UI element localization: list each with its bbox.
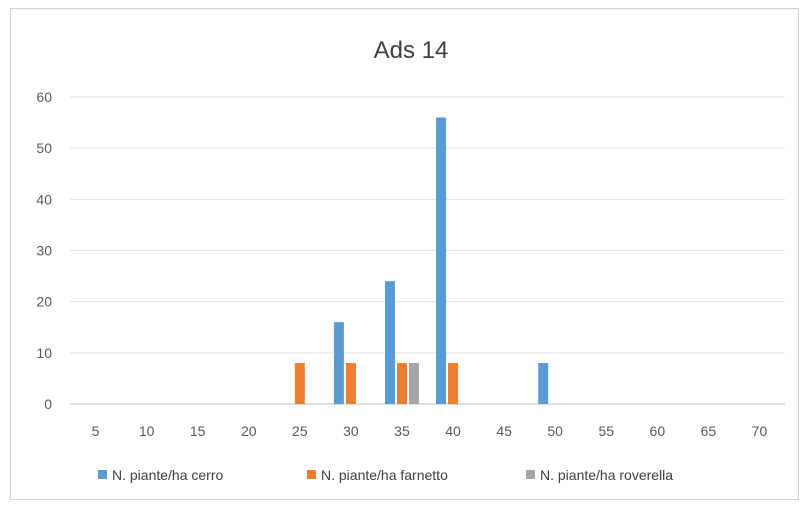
x-tick-label: 70 <box>752 423 768 439</box>
bar <box>408 363 419 404</box>
y-axis-ticks: 0 10 20 30 40 50 60 <box>36 89 52 412</box>
bars <box>294 117 549 404</box>
x-tick-label: 50 <box>547 423 563 439</box>
legend-label: N. piante/ha farnetto <box>321 467 448 483</box>
y-tick-label: 10 <box>36 345 52 361</box>
x-tick-label: 30 <box>343 423 359 439</box>
legend-label: N. piante/ha roverella <box>540 467 673 483</box>
y-tick-label: 20 <box>36 294 52 310</box>
y-tick-label: 30 <box>36 243 52 259</box>
x-axis-ticks: 5 10 15 20 25 30 35 40 45 50 55 60 65 70 <box>92 423 768 439</box>
bar <box>448 363 459 404</box>
x-tick-label: 10 <box>139 423 155 439</box>
bar <box>538 363 549 404</box>
x-tick-label: 60 <box>650 423 666 439</box>
legend-swatch <box>307 470 316 479</box>
bar <box>396 363 407 404</box>
legend: N. piante/ha cerro N. piante/ha farnetto N… <box>98 467 673 483</box>
x-tick-label: 40 <box>445 423 461 439</box>
legend-swatch <box>526 470 535 479</box>
x-tick-label: 25 <box>292 423 308 439</box>
bar <box>294 363 305 404</box>
x-tick-label: 35 <box>394 423 410 439</box>
chart-title: Ads 14 <box>374 37 449 64</box>
bar <box>384 281 395 404</box>
legend-label: N. piante/ha cerro <box>112 467 223 483</box>
x-tick-label: 5 <box>92 423 100 439</box>
bar <box>345 363 356 404</box>
bar <box>333 322 344 404</box>
x-tick-label: 45 <box>496 423 512 439</box>
x-tick-label: 65 <box>701 423 717 439</box>
chart-frame <box>10 8 799 500</box>
x-tick-label: 15 <box>190 423 206 439</box>
x-tick-label: 20 <box>241 423 257 439</box>
y-tick-label: 0 <box>44 396 52 412</box>
legend-swatch <box>98 470 107 479</box>
bar <box>436 117 447 404</box>
y-tick-label: 40 <box>36 191 52 207</box>
gridlines <box>70 96 785 405</box>
y-tick-label: 60 <box>36 89 52 105</box>
y-tick-label: 50 <box>36 140 52 156</box>
x-tick-label: 55 <box>598 423 614 439</box>
